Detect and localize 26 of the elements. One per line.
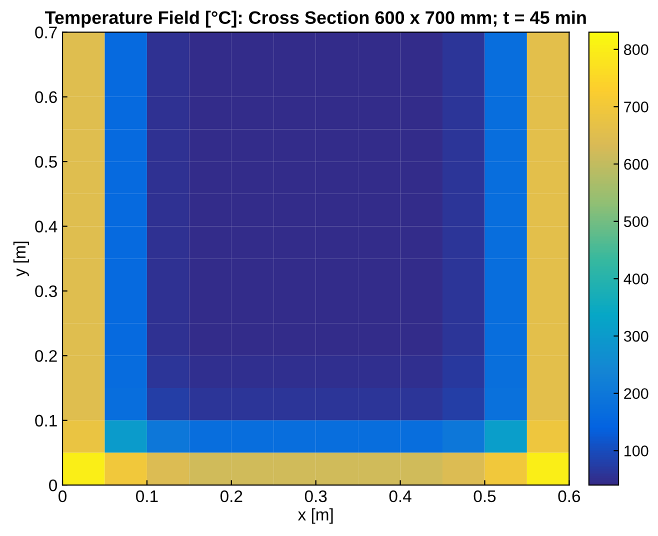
color-bar-label: 100: [624, 446, 648, 456]
y-tick-label: 0.5: [35, 156, 57, 168]
x-tick-label: 0.6: [558, 490, 580, 502]
y-tick-label: 0.2: [35, 350, 57, 362]
color-bar-label: 800: [624, 44, 648, 56]
y-tick-label: 0.3: [35, 285, 57, 298]
y-tick-label: 0.1: [35, 414, 57, 427]
color-bar-label: 300: [624, 330, 648, 342]
y-tick-label: 0.7: [35, 26, 57, 38]
x-axis-title: x [m]: [298, 508, 333, 524]
color-bar-label: 500: [624, 216, 648, 228]
y-axis-title: y [m]: [13, 242, 29, 277]
x-tick-label: 0.2: [220, 490, 242, 502]
x-tick-label: 0.5: [474, 490, 496, 502]
y-tick-label: 0: [49, 479, 57, 492]
x-tick-label: 0.1: [136, 490, 158, 502]
color-bar-label: 700: [624, 102, 648, 112]
y-tick-label: 0.6: [35, 91, 57, 104]
x-tick-label: 0: [58, 490, 66, 502]
color-bar-label: 400: [624, 274, 648, 284]
x-tick-label: 0.3: [304, 490, 327, 502]
y-tick-label: 0.4: [35, 220, 58, 232]
color-bar-label: 600: [624, 158, 648, 170]
chart-title: Temperature Field [°C]: Cross Section 600 x 700 mm; t = 45 min: [44, 10, 586, 28]
color-bar-label: 200: [624, 388, 648, 400]
x-tick-label: 0.4: [389, 490, 412, 502]
